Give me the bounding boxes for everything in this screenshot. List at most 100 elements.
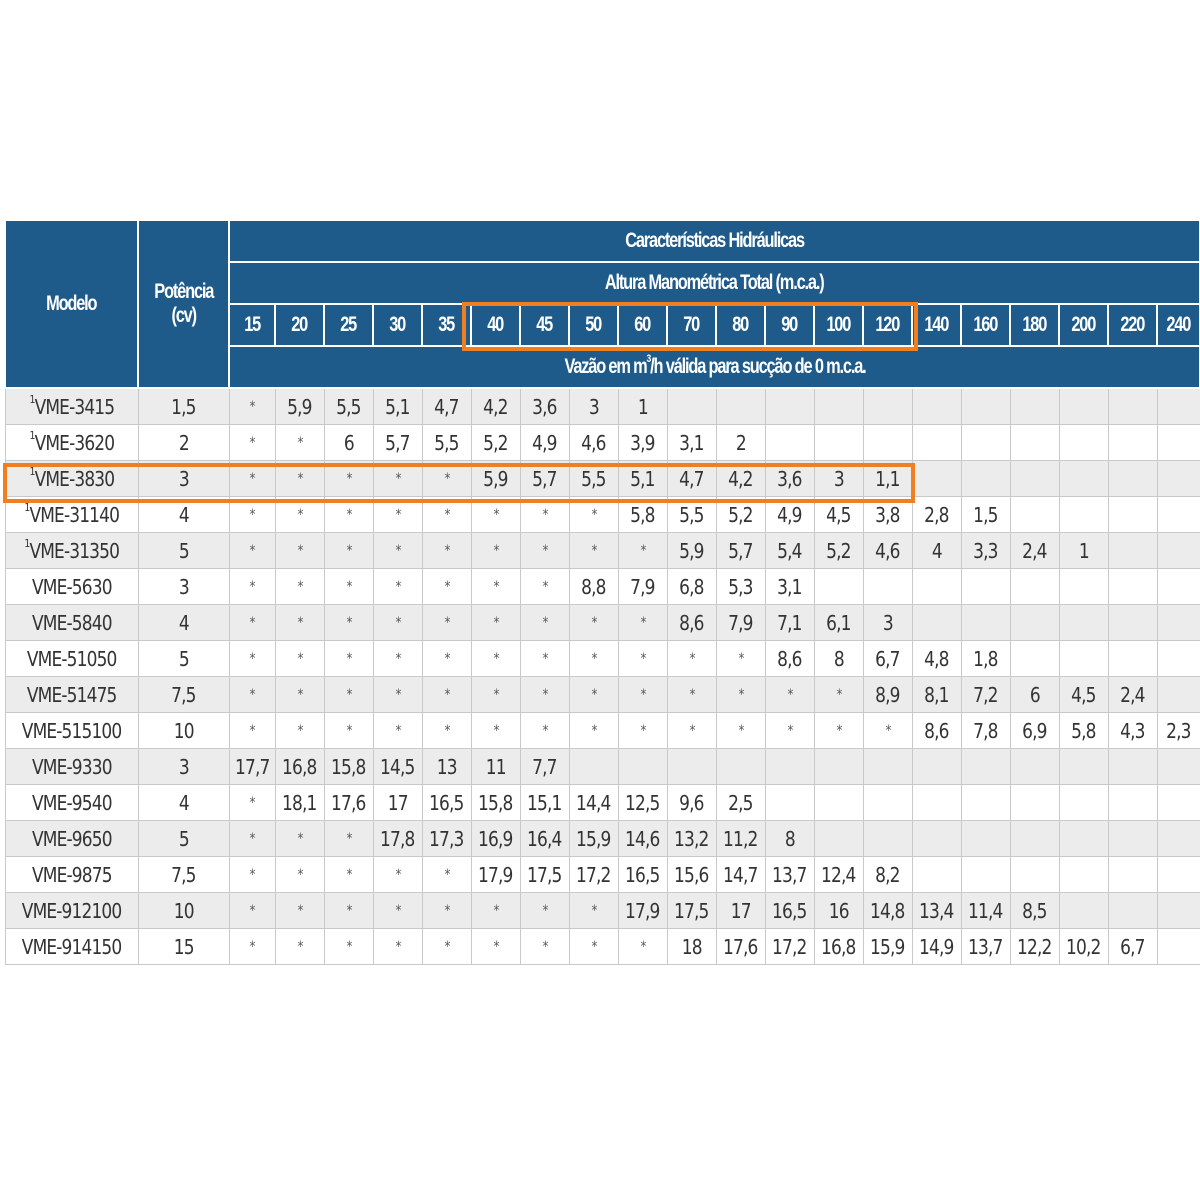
flow-cell: 16 [813, 892, 864, 929]
flow-cell: * [274, 460, 325, 497]
flow-cell: * [862, 712, 913, 749]
flow-cell: 5,9 [274, 387, 325, 425]
flow-cell: * [228, 568, 276, 605]
flow-cell: * [323, 820, 374, 857]
flow-cell: 16,9 [470, 820, 521, 857]
flow-cell: * [568, 532, 619, 569]
flow-cell: 8 [764, 820, 815, 857]
flow-cell: 5,8 [1058, 712, 1109, 749]
flow-cell: 15,8 [323, 748, 374, 785]
table-row: VME-9540 4 * 18,1 17,6 17 16,5 15,8 15,1 14,4 12,5… [4, 784, 1200, 821]
flow-cell [1009, 748, 1060, 785]
flow-cell: 14,4 [568, 784, 619, 821]
flow-cell: 1 [617, 387, 668, 425]
flow-cell: 18 [666, 928, 717, 965]
flow-cell: * [228, 676, 276, 713]
flow-cell [1107, 532, 1158, 569]
flow-cell: 16,8 [813, 928, 864, 965]
table-row: VME-912100 10 * * * * * * * * 17,9 17,5 17 16,5 16 14,8… [4, 892, 1200, 929]
flow-cell: 1 [1058, 532, 1109, 569]
flow-cell: * [228, 856, 276, 893]
footnote-mark: 1 [29, 428, 35, 442]
flow-cell: 11,2 [715, 820, 766, 857]
flow-cell [1058, 748, 1109, 785]
flow-cell: * [323, 640, 374, 677]
flow-cell: * [323, 676, 374, 713]
table-row: 1VME-3830 3 * * * * * 5,9 5,7 5,5 5,1 4,7 4,2 3,6 3 1,1 [4, 460, 1200, 497]
flow-cell: 8,6 [764, 640, 815, 677]
flow-cell: 8,6 [911, 712, 962, 749]
model-cell: VME-5630 [4, 568, 139, 605]
flow-cell [1107, 387, 1158, 425]
flow-cell: * [228, 820, 276, 857]
power-cell: 15 [137, 928, 230, 965]
flow-cell: * [470, 532, 521, 569]
flow-cell: 5,4 [764, 532, 815, 569]
power-cell: 3 [137, 568, 230, 605]
power-cell: 5 [137, 640, 230, 677]
flow-cell: * [568, 712, 619, 749]
flow-cell [1009, 784, 1060, 821]
height-header-120: 120 [862, 303, 913, 347]
flow-cell: 8,2 [862, 856, 913, 893]
flow-cell: * [568, 892, 619, 929]
power-cell: 3 [137, 748, 230, 785]
flow-cell: * [274, 424, 325, 461]
height-header-220: 220 [1107, 303, 1158, 347]
flow-cell: * [274, 856, 325, 893]
height-header-140: 140 [911, 303, 962, 347]
flow-cell: 11,4 [960, 892, 1011, 929]
flow-cell: 13,4 [911, 892, 962, 929]
flow-cell: * [470, 604, 521, 641]
flow-cell: 3,3 [960, 532, 1011, 569]
flow-cell [1156, 856, 1200, 893]
flow-cell [1058, 856, 1109, 893]
header-vazao: Vazão em m3/h válida para sucção de 0 m.… [227, 345, 1200, 389]
power-cell: 10 [137, 892, 230, 929]
model-cell: VME-5840 [4, 604, 139, 641]
flow-cell: 14,5 [372, 748, 423, 785]
flow-cell: * [421, 640, 472, 677]
flow-cell: 15,9 [568, 820, 619, 857]
flow-cell: 3,6 [519, 387, 570, 425]
flow-cell [862, 424, 913, 461]
flow-cell: * [421, 676, 472, 713]
flow-cell: * [274, 532, 325, 569]
height-header-35: 35 [421, 303, 472, 347]
flow-cell: * [372, 892, 423, 929]
footnote-mark: 1 [29, 392, 35, 406]
flow-cell [715, 387, 766, 425]
flow-cell: 5,7 [519, 460, 570, 497]
model-cell: VME-51475 [4, 676, 139, 713]
flow-cell: * [519, 532, 570, 569]
flow-cell: 17,9 [470, 856, 521, 893]
flow-cell: * [323, 532, 374, 569]
header-altura: Altura Manométrica Total (m.c.a.) [227, 261, 1200, 305]
flow-cell [862, 568, 913, 605]
power-cell: 7,5 [137, 856, 230, 893]
flow-cell: * [372, 856, 423, 893]
flow-cell: * [519, 712, 570, 749]
flow-cell: 3 [813, 460, 864, 497]
flow-cell: * [323, 604, 374, 641]
flow-cell: * [228, 424, 276, 461]
flow-cell: 1,5 [960, 496, 1011, 533]
model-cell: VME-912100 [4, 892, 139, 929]
flow-cell: * [228, 712, 276, 749]
model-cell: 1VME-3415 [4, 387, 139, 425]
height-header-45: 45 [519, 303, 570, 347]
flow-cell: 8 [813, 640, 864, 677]
flow-cell [960, 460, 1011, 497]
flow-cell [1156, 928, 1200, 965]
flow-cell: 4,8 [911, 640, 962, 677]
flow-cell: 17,8 [372, 820, 423, 857]
flow-cell [617, 748, 668, 785]
flow-cell: 7,9 [715, 604, 766, 641]
flow-cell [1156, 387, 1200, 425]
power-cell: 3 [137, 460, 230, 497]
flow-cell: 5,2 [813, 532, 864, 569]
flow-cell: * [421, 532, 472, 569]
flow-cell: 1,1 [862, 460, 913, 497]
flow-cell: * [568, 640, 619, 677]
flow-cell: 15,6 [666, 856, 717, 893]
